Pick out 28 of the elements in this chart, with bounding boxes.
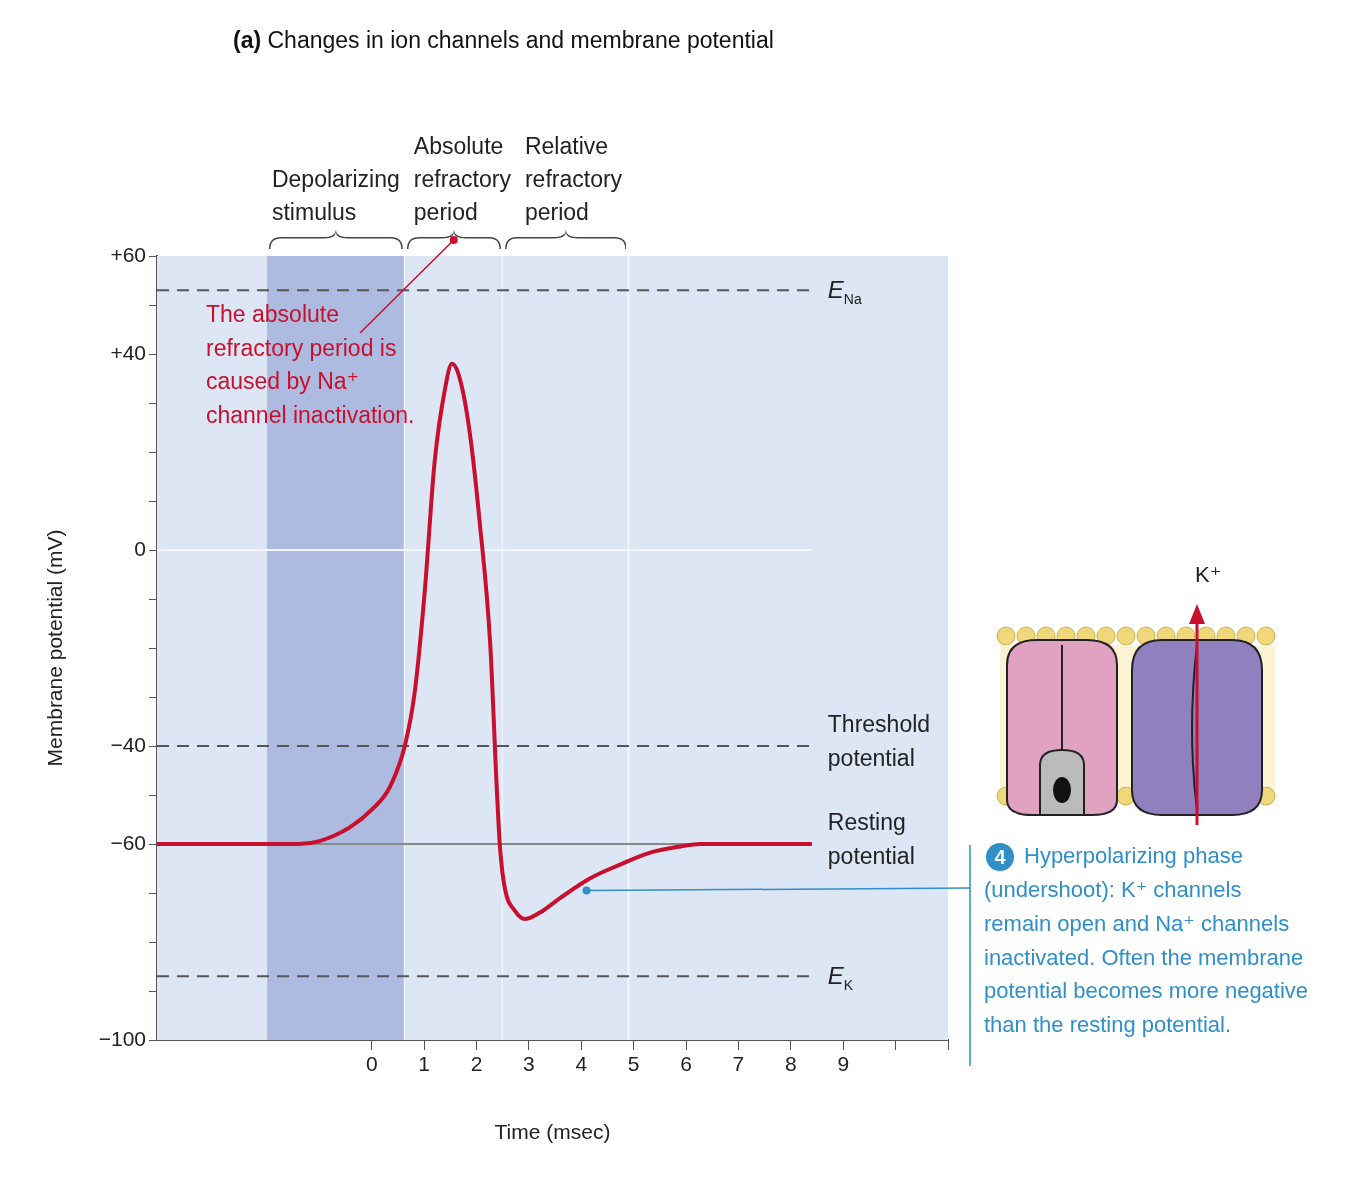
x-tick-label: 8 <box>785 1052 797 1076</box>
y-tick-label: −40 <box>110 732 146 756</box>
y-tick-label: +40 <box>110 340 146 364</box>
x-tick-label: 9 <box>837 1052 850 1076</box>
band-label: Depolarizing stimulus <box>271 166 400 225</box>
ref-line-label: Resting potential <box>827 809 915 870</box>
x-tick-label: 3 <box>523 1052 535 1076</box>
x-tick-label: 2 <box>470 1052 483 1076</box>
x-tick-label: 5 <box>627 1052 640 1076</box>
x-tick-label: 0 <box>365 1052 378 1076</box>
ref-line-label: Threshold potential <box>827 711 931 772</box>
x-tick-label: 4 <box>575 1052 588 1076</box>
x-axis-title: Time (msec) <box>494 1120 611 1144</box>
chart-title: (a) Changes in ion channels and membrane potential <box>233 27 774 54</box>
y-axis-title: Membrane potential (mV) <box>43 529 67 767</box>
x-tick-label: 1 <box>418 1052 430 1076</box>
band-label: Absolute refractory period <box>413 133 512 225</box>
band-label: Relative refractory period <box>524 133 623 225</box>
y-tick-label: −60 <box>110 830 146 854</box>
x-tick-label: 7 <box>732 1052 745 1076</box>
y-tick-label: −100 <box>98 1026 146 1050</box>
text: K⁺ <box>1195 562 1222 588</box>
annotation: The absolute refractory period is caused by Na⁺ channel inactivation. <box>206 301 415 428</box>
y-tick-label: 0 <box>134 536 146 560</box>
annotation: 4 Hyperpolarizing phase (undershoot): K⁺ channels remain open and Na⁺ channels inactivated. Often the membrane potential becomes more negative than the resting potential. <box>984 843 1309 1038</box>
line-series <box>157 361 814 921</box>
x-tick-label: 6 <box>680 1052 692 1076</box>
y-tick-label: +60 <box>110 242 146 266</box>
